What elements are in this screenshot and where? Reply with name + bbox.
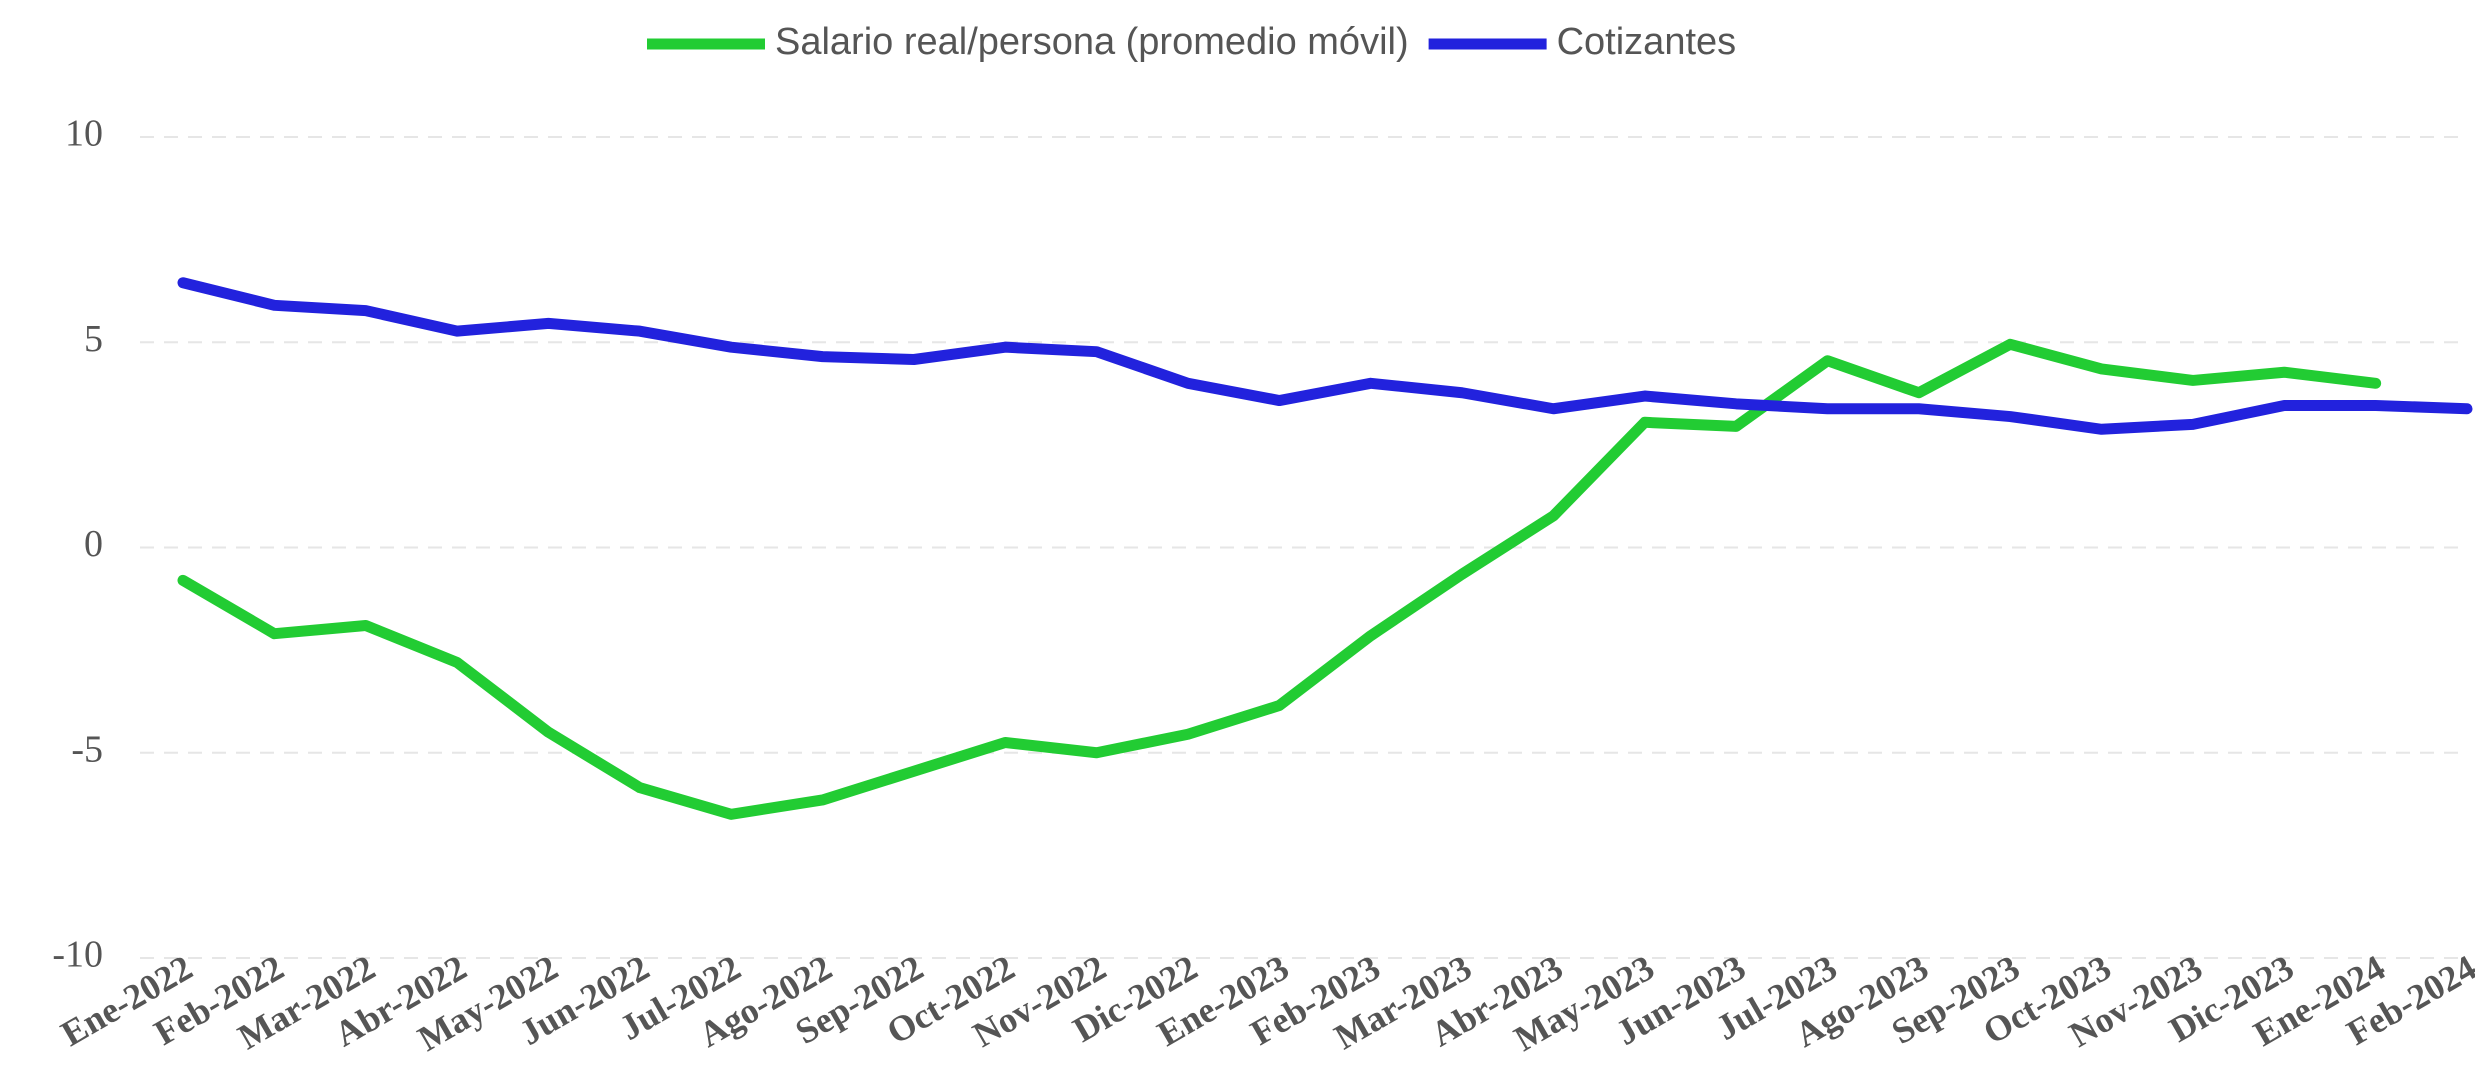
y-tick-label: 0 — [84, 523, 103, 565]
series-line — [177, 277, 2473, 435]
legend-label: Cotizantes — [1557, 21, 1737, 63]
y-tick-label: -5 — [71, 728, 103, 770]
y-tick-label: 10 — [65, 113, 103, 155]
y-tick-label: -10 — [52, 934, 103, 976]
legend-label: Salario real/persona (promedio móvil) — [775, 21, 1409, 63]
series-line — [177, 338, 2382, 820]
y-tick-label: 5 — [84, 318, 103, 360]
